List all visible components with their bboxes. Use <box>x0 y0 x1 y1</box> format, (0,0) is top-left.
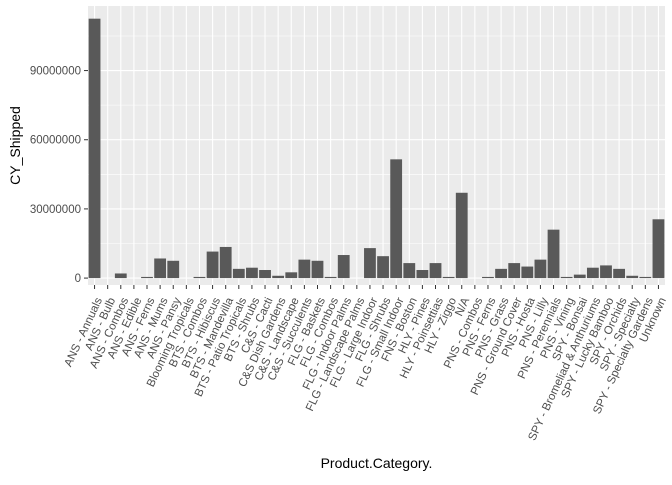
y-axis: 0 30000000 60000000 90000000 <box>30 66 88 285</box>
y-tick-label: 60000000 <box>30 135 81 147</box>
bar <box>167 260 180 279</box>
bar <box>114 273 127 279</box>
bar <box>652 219 665 279</box>
bar <box>337 255 350 279</box>
bar <box>324 276 337 279</box>
y-tick-label: 90000000 <box>30 66 81 78</box>
bar <box>547 229 560 279</box>
bar <box>586 267 599 279</box>
bar <box>285 272 298 279</box>
bar <box>154 258 167 279</box>
bar <box>626 275 639 279</box>
bar <box>377 256 389 279</box>
bar <box>364 248 376 279</box>
bar <box>206 251 219 279</box>
bar <box>246 267 258 279</box>
bars <box>88 18 665 279</box>
bar <box>272 275 285 279</box>
bar <box>521 266 534 279</box>
bar <box>508 263 521 279</box>
bar <box>455 192 468 279</box>
bar <box>416 270 429 279</box>
y-tick-label: 0 <box>75 273 81 285</box>
bar <box>560 276 573 279</box>
bar <box>141 276 153 279</box>
bar <box>482 276 494 279</box>
bar <box>311 260 324 279</box>
bar <box>534 259 547 279</box>
bar <box>442 276 455 279</box>
plot-panel <box>88 6 665 285</box>
y-tick-label: 30000000 <box>30 204 81 216</box>
bar <box>573 274 586 279</box>
bar <box>259 270 271 279</box>
bar <box>219 246 232 279</box>
bar <box>495 268 507 279</box>
y-axis-title: CY_Shipped <box>7 106 23 185</box>
bar <box>403 263 416 279</box>
bar <box>390 159 403 279</box>
bar <box>639 276 652 279</box>
bar <box>600 265 612 279</box>
bar <box>613 268 626 279</box>
bar <box>429 263 442 279</box>
bar <box>232 268 245 279</box>
bar <box>88 18 101 279</box>
x-axis-title: Product.Category. <box>321 455 433 471</box>
bar <box>193 276 206 279</box>
bar <box>298 259 311 279</box>
gridlines <box>88 6 665 285</box>
